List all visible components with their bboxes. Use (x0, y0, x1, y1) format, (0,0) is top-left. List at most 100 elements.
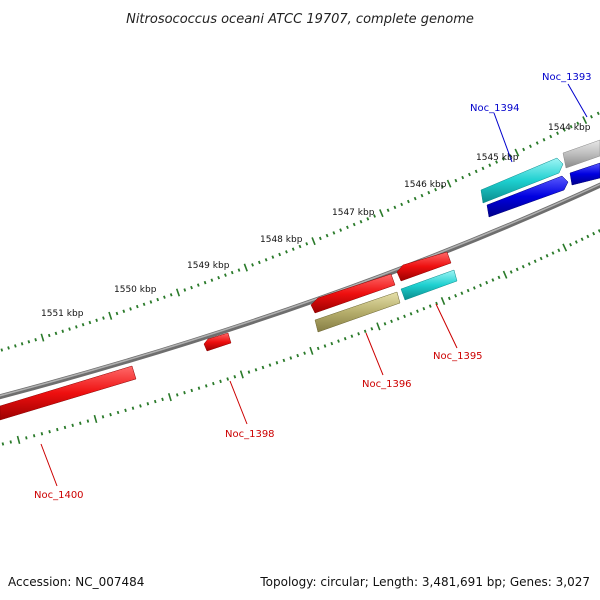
minor-tick (596, 111, 600, 116)
gene-arrow-gray[interactable] (562, 139, 600, 169)
minor-tick (81, 322, 85, 327)
gene-arrow-noc-1400[interactable] (0, 365, 137, 421)
gene-arrow-noc-1396-olive[interactable] (314, 291, 401, 333)
gene-arrow-noc-1398[interactable] (203, 332, 232, 352)
minor-tick (460, 291, 464, 295)
minor-tick (303, 351, 306, 355)
minor-tick (467, 172, 471, 177)
minor-tick (54, 331, 58, 336)
minor-tick (352, 222, 356, 227)
gene-arrow-noc-1394-blue[interactable] (486, 175, 569, 218)
minor-tick (68, 327, 71, 331)
gene-arrow-noc-1395-red[interactable] (396, 251, 452, 282)
minor-tick (224, 273, 227, 277)
genome-info-text: Topology: circular; Length: 3,481,691 bp… (259, 575, 590, 589)
minor-tick (557, 248, 561, 253)
gene-arrow-noc-1395-cyan[interactable] (400, 269, 458, 301)
minor-tick (86, 419, 90, 423)
minor-tick (163, 295, 166, 299)
minor-tick (101, 415, 105, 419)
minor-tick (323, 344, 327, 348)
major-tick (376, 322, 381, 331)
minor-tick (515, 267, 519, 272)
gene-arrow-noc-1394-cyan[interactable] (480, 157, 564, 204)
minor-tick (359, 219, 363, 224)
minor-tick (48, 429, 51, 434)
minor-tick (343, 336, 347, 341)
minor-tick (190, 388, 194, 393)
minor-tick (161, 397, 164, 402)
minor-tick (491, 278, 495, 282)
major-tick (502, 270, 508, 279)
minor-tick (131, 406, 135, 410)
map-title: Nitrosococcus oceani ATCC 19707, complet… (126, 12, 474, 27)
major-tick (167, 393, 172, 402)
minor-tick (562, 128, 566, 132)
minor-tick (589, 115, 593, 119)
minor-tick (390, 319, 393, 324)
minor-tick (406, 199, 410, 204)
outer-tick-ring (0, 111, 600, 352)
minor-tick (129, 307, 132, 311)
minor-tick (592, 231, 596, 236)
reverse-genes (0, 251, 458, 421)
leader-lines (40, 83, 588, 487)
minor-tick (435, 301, 439, 306)
minor-tick (289, 356, 293, 360)
kbp-scale: 1544 kbp 1545 kbp 1546 kbp 1547 kbp 1548… (41, 123, 591, 319)
minor-tick (203, 280, 207, 285)
minor-tick (254, 368, 258, 372)
minor-tick (204, 384, 208, 388)
minor-tick (1, 442, 5, 446)
minor-tick (226, 377, 230, 381)
minor-tick (261, 365, 265, 370)
major-tick (175, 288, 181, 297)
minor-tick (146, 402, 150, 406)
gene-label-noc-1400[interactable]: Noc_1400 (34, 490, 84, 501)
gene-label-noc-1395[interactable]: Noc_1395 (433, 351, 483, 362)
minor-tick (383, 322, 387, 326)
minor-tick (197, 386, 201, 390)
minor-tick (370, 327, 374, 331)
minor-tick (454, 294, 458, 298)
minor-tick (413, 196, 417, 201)
minor-tick (325, 233, 329, 238)
minor-tick (479, 283, 482, 288)
minor-tick (233, 375, 237, 379)
minor-tick (447, 296, 451, 301)
major-tick (108, 311, 113, 320)
minor-tick (350, 334, 354, 338)
major-tick (239, 370, 244, 379)
minor-tick (63, 425, 67, 430)
minor-tick (521, 264, 525, 269)
gene-label-noc-1394[interactable]: Noc_1394 (470, 103, 520, 114)
minor-tick (556, 131, 560, 135)
major-tick (562, 243, 568, 252)
minor-tick (434, 187, 438, 192)
minor-tick (509, 270, 513, 274)
minor-tick (386, 208, 390, 212)
minor-tick (454, 178, 458, 183)
gene-label-noc-1396[interactable]: Noc_1396 (362, 379, 412, 390)
minor-tick (257, 260, 261, 265)
minor-tick (488, 163, 492, 167)
minor-tick (522, 147, 526, 152)
minor-tick (330, 341, 334, 346)
minor-tick (115, 311, 119, 316)
major-tick (582, 116, 588, 125)
minor-tick (291, 247, 295, 251)
minor-tick (95, 318, 98, 322)
gene-label-noc-1393[interactable]: Noc_1393 (542, 72, 592, 83)
gene-arrow-noc-1396-red[interactable] (310, 273, 396, 314)
gene-label-noc-1398[interactable]: Noc_1398 (225, 429, 275, 440)
kbp-label: 1549 kbp (187, 261, 230, 271)
gene-arrow-noc-1393[interactable] (569, 162, 600, 186)
major-tick (311, 237, 316, 246)
minor-tick (298, 244, 302, 249)
minor-tick (305, 242, 309, 246)
minor-tick (501, 157, 505, 161)
minor-tick (175, 393, 179, 397)
minor-tick (264, 258, 268, 262)
minor-tick (210, 278, 214, 282)
